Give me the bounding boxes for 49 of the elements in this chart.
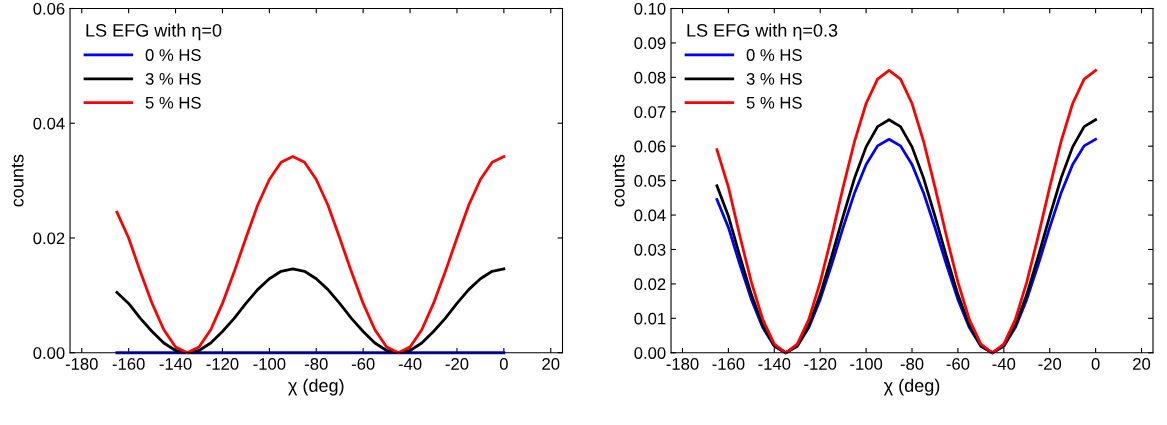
y-tick-label: 0.10 bbox=[634, 2, 666, 15]
x-tick-label: -20 bbox=[1038, 358, 1062, 370]
x-tick-label: -120 bbox=[804, 358, 837, 370]
y-tick-label: 0.04 bbox=[33, 117, 65, 130]
x-tick-label: -180 bbox=[666, 358, 699, 370]
y-tick-label: 0.02 bbox=[634, 278, 666, 291]
x-tick-label: 0 bbox=[499, 358, 508, 370]
x-tick-label: -180 bbox=[65, 358, 98, 370]
legend-label: 5 % HS bbox=[746, 96, 802, 109]
y-tick-label: 0.09 bbox=[634, 37, 666, 50]
x-tick-label: -60 bbox=[351, 358, 375, 370]
y-tick-label: 0.06 bbox=[33, 2, 65, 15]
legend-title: LS EFG with η=0 bbox=[86, 23, 222, 41]
y-tick-label: 0.00 bbox=[634, 347, 666, 359]
x-tick-label: -20 bbox=[445, 358, 469, 370]
x-tick-label: -100 bbox=[253, 358, 286, 370]
y-tick-label: 0.03 bbox=[634, 243, 666, 256]
x-tick-label: -100 bbox=[850, 358, 883, 370]
x-tick-label: -60 bbox=[946, 358, 970, 370]
x-tick-label: -160 bbox=[712, 358, 745, 370]
x-tick-label: 20 bbox=[542, 358, 560, 370]
x-tick-label: -40 bbox=[992, 358, 1016, 370]
x-tick-label: -80 bbox=[304, 358, 328, 370]
y-axis-title: counts bbox=[11, 154, 24, 207]
y-tick-label: 0.00 bbox=[33, 347, 65, 359]
x-tick-label: -160 bbox=[112, 358, 145, 370]
legend-label: 3 % HS bbox=[746, 72, 802, 85]
legend-label: 0 % HS bbox=[746, 49, 802, 61]
x-tick-label: 0 bbox=[1091, 358, 1100, 370]
y-tick-label: 0.07 bbox=[634, 106, 666, 118]
y-tick-label: 0.06 bbox=[634, 140, 666, 153]
x-tick-label: -120 bbox=[206, 358, 239, 370]
x-tick-label: -80 bbox=[900, 358, 924, 370]
x-axis-title: χ (deg) bbox=[883, 378, 940, 396]
y-tick-label: 0.01 bbox=[634, 312, 666, 325]
legend-title: LS EFG with η=0.3 bbox=[687, 23, 838, 41]
y-tick-label: 0.04 bbox=[634, 209, 666, 222]
legend-label: 5 % HS bbox=[145, 96, 201, 109]
y-axis-title: counts bbox=[612, 154, 625, 207]
x-tick-label: 20 bbox=[1133, 358, 1151, 370]
x-tick-label: -140 bbox=[159, 358, 192, 370]
x-tick-label: -40 bbox=[398, 358, 422, 370]
y-tick-label: 0.08 bbox=[634, 71, 666, 84]
x-axis-title: χ (deg) bbox=[288, 378, 344, 396]
x-tick-label: -140 bbox=[758, 358, 791, 370]
legend-label: 3 % HS bbox=[145, 72, 201, 85]
y-tick-label: 0.05 bbox=[634, 175, 666, 187]
legend-label: 0 % HS bbox=[145, 49, 201, 61]
y-tick-label: 0.02 bbox=[33, 232, 65, 245]
